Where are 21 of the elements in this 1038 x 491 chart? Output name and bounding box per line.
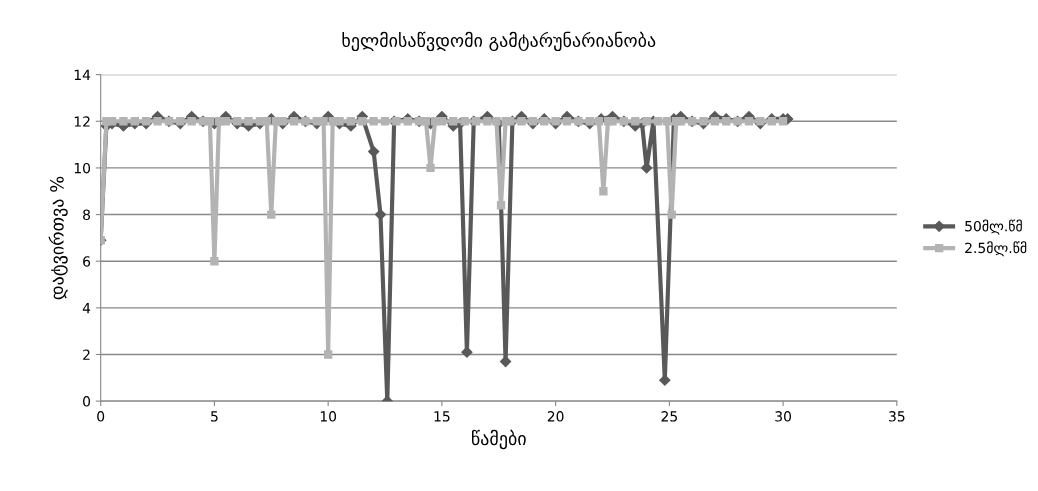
x-tick-label: 20	[547, 411, 564, 422]
x-tick-label: 15	[434, 411, 450, 422]
x-tick-label: 30	[775, 411, 792, 422]
x-tick-label: 5	[211, 411, 218, 422]
legend-label: 50მლ.წმ	[965, 219, 1022, 235]
x-tick-label: 25	[661, 411, 677, 422]
y-tick-label: 8	[83, 209, 91, 221]
chart-title: ხელმისაწვდომი გამტარუნარიანობა	[342, 31, 656, 52]
y-tick-label: 4	[82, 303, 91, 314]
y-tick-label: 10	[74, 162, 91, 174]
x-axis-title: წამები	[472, 429, 526, 450]
x-tick-label: 35	[889, 411, 905, 422]
x-tick-label: 0	[97, 411, 105, 422]
y-tick-label: 12	[74, 116, 90, 127]
y-tick-label: 14	[74, 69, 91, 80]
y-tick-label: 0	[83, 396, 91, 407]
y-axis-title: დატვირთვა %	[48, 176, 68, 300]
x-tick-label: 10	[320, 411, 337, 422]
y-tick-label: 6	[83, 256, 91, 267]
y-tick-label: 2	[83, 349, 90, 360]
legend-label: 2.5მლ.წმ	[965, 241, 1027, 257]
